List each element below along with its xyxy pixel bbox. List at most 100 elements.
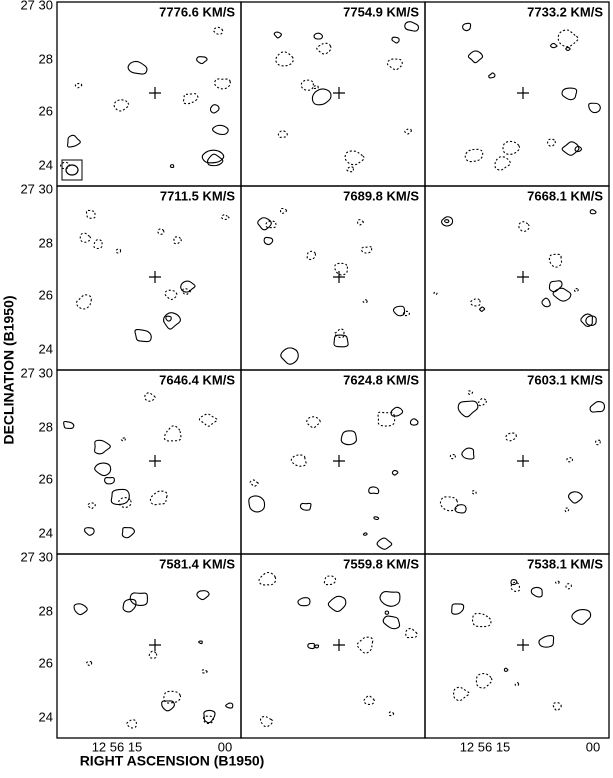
positive-contour [165, 315, 172, 322]
negative-contour [277, 130, 288, 138]
source-cross [149, 455, 161, 467]
positive-contour [207, 153, 224, 167]
negative-contour [300, 79, 314, 91]
panel-frame [56, 185, 242, 371]
positive-contour [163, 312, 182, 330]
negative-contour [477, 397, 487, 407]
negative-contour [494, 156, 511, 171]
y-tick-label: 28 [39, 419, 53, 434]
negative-contour [164, 289, 178, 301]
negative-contour [259, 715, 274, 728]
positive-contour [457, 400, 479, 418]
negative-contour [564, 507, 570, 513]
positive-contour [580, 313, 593, 328]
negative-contour [214, 78, 231, 90]
negative-contour [149, 490, 168, 506]
negative-contour [449, 453, 456, 460]
velocity-label: 7646.4 KM/S [159, 372, 235, 387]
negative-contour [85, 209, 96, 219]
negative-contour [464, 148, 484, 163]
velocity-label: 7581.4 KM/S [159, 556, 235, 571]
negative-contour [362, 299, 368, 304]
negative-contour [213, 26, 224, 35]
negative-contour [405, 627, 418, 639]
positive-contour [161, 700, 175, 712]
negative-contour [404, 128, 412, 135]
negative-contour [505, 432, 517, 442]
velocity-label: 7689.8 KM/S [343, 188, 419, 203]
negative-contour [548, 253, 563, 268]
negative-contour [565, 583, 572, 590]
source-cross [517, 87, 529, 99]
source-cross [149, 271, 161, 283]
positive-contour [280, 347, 299, 365]
negative-contour [502, 140, 521, 155]
negative-contour [113, 99, 130, 112]
y-tick-label: 26 [39, 103, 53, 118]
y-tick-label: 28 [39, 51, 53, 66]
source-cross [517, 271, 529, 283]
positive-contour [122, 598, 137, 613]
velocity-label: 7559.8 KM/S [343, 556, 419, 571]
positive-contour [127, 60, 148, 75]
positive-contour [561, 87, 578, 101]
panel-frame [240, 185, 426, 371]
positive-contour [314, 644, 320, 649]
positive-contour [588, 102, 601, 114]
negative-contour [74, 82, 83, 89]
positive-contour [201, 149, 225, 164]
negative-contour [182, 93, 199, 105]
positive-contour [454, 504, 467, 514]
positive-contour [391, 469, 399, 476]
source-cross [333, 87, 345, 99]
negative-contour [258, 571, 277, 586]
negative-contour [126, 719, 137, 729]
positive-contour [541, 297, 551, 308]
negative-contour [221, 213, 230, 221]
positive-contour [567, 491, 583, 504]
negative-contour [356, 636, 374, 654]
negative-contour [334, 262, 349, 276]
positive-contour [441, 216, 454, 227]
source-cross [333, 271, 345, 283]
x-tick-label: 00 [218, 739, 232, 754]
negative-contour [312, 84, 319, 90]
negative-contour [79, 232, 92, 243]
positive-contour [299, 502, 312, 511]
negative-contour [552, 702, 562, 712]
positive-contour [327, 595, 347, 613]
positive-contour [451, 603, 465, 615]
negative-contour [377, 411, 396, 427]
positive-contour [574, 145, 583, 153]
positive-contour [104, 476, 115, 485]
negative-contour [290, 454, 307, 467]
positive-contour [548, 280, 563, 293]
panel-frame [424, 185, 610, 371]
panel-frame [424, 553, 610, 739]
negative-contour [514, 682, 520, 687]
negative-contour [471, 612, 492, 628]
negative-contour [344, 150, 365, 166]
y-axis-title: DECLINATION (B1950) [1, 295, 17, 444]
negative-contour [386, 58, 403, 71]
y-tick-label: 27 30 [20, 365, 53, 380]
negative-contour [115, 248, 122, 254]
negative-contour [163, 690, 182, 704]
negative-contour [249, 479, 259, 487]
panel-frame [240, 1, 426, 187]
negative-contour [557, 29, 579, 48]
negative-contour [573, 288, 579, 293]
positive-contour [379, 591, 401, 607]
positive-contour [203, 709, 216, 724]
positive-contour [63, 420, 75, 430]
positive-contour [561, 141, 580, 156]
positive-contour [530, 586, 543, 598]
negative-contour [75, 294, 92, 310]
panel-frame [240, 369, 426, 555]
negative-contour [173, 236, 182, 245]
positive-contour [84, 527, 95, 536]
positive-contour [333, 334, 349, 348]
positive-contour [503, 667, 509, 672]
negative-contour [279, 207, 288, 214]
